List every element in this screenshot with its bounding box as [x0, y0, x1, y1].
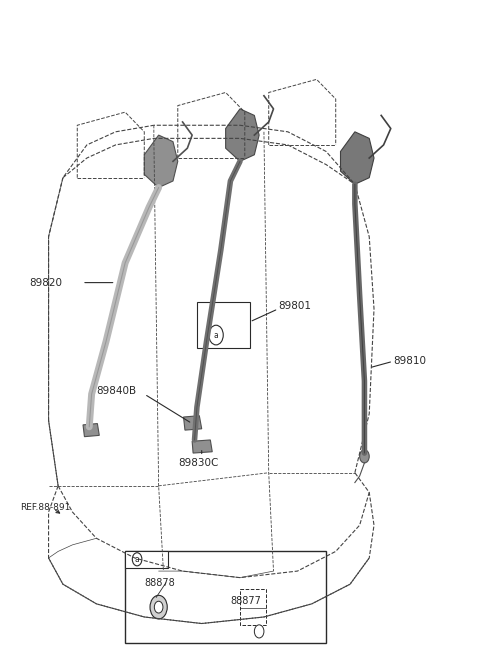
- Circle shape: [254, 625, 264, 638]
- Text: 89810: 89810: [393, 356, 426, 367]
- Text: 88877: 88877: [230, 596, 261, 606]
- Text: 89801: 89801: [278, 300, 312, 311]
- Circle shape: [150, 595, 167, 619]
- Polygon shape: [192, 440, 212, 453]
- Circle shape: [360, 450, 369, 463]
- Circle shape: [209, 325, 223, 345]
- Circle shape: [132, 553, 142, 566]
- Text: REF.88-891: REF.88-891: [20, 503, 70, 512]
- Bar: [125, 551, 326, 643]
- Bar: [125, 551, 168, 568]
- Text: 89820: 89820: [29, 278, 62, 288]
- Text: 88878: 88878: [144, 578, 175, 588]
- Polygon shape: [144, 135, 178, 187]
- Circle shape: [155, 601, 163, 613]
- Polygon shape: [340, 132, 374, 184]
- Bar: [240, 589, 266, 625]
- Text: a: a: [135, 555, 140, 564]
- Text: a: a: [214, 330, 218, 340]
- Bar: [197, 302, 250, 348]
- Text: 89830C: 89830C: [178, 458, 218, 468]
- Polygon shape: [226, 109, 259, 162]
- Polygon shape: [183, 416, 202, 430]
- Polygon shape: [83, 424, 99, 437]
- Text: 89840B: 89840B: [96, 386, 136, 396]
